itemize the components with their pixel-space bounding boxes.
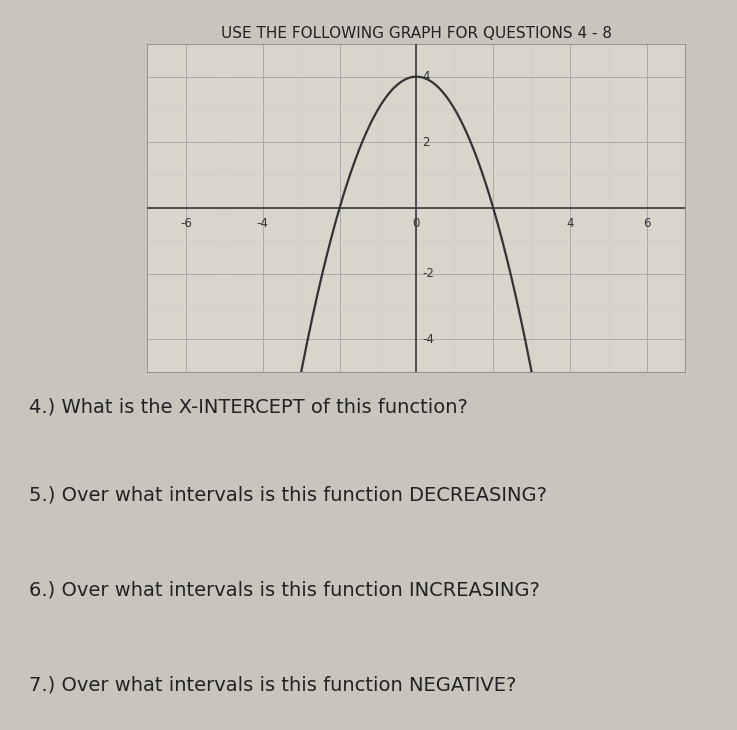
Text: 5.) Over what intervals is this function DECREASING?: 5.) Over what intervals is this function… bbox=[29, 485, 548, 504]
Text: 4.) What is the X-INTERCEPT of this function?: 4.) What is the X-INTERCEPT of this func… bbox=[29, 398, 468, 417]
Text: -4: -4 bbox=[256, 218, 268, 230]
Text: 2: 2 bbox=[422, 136, 430, 149]
Text: 4: 4 bbox=[566, 218, 574, 230]
Text: -6: -6 bbox=[180, 218, 192, 230]
Text: -4: -4 bbox=[422, 333, 434, 346]
Text: 6: 6 bbox=[643, 218, 651, 230]
Text: USE THE FOLLOWING GRAPH FOR QUESTIONS 4 - 8: USE THE FOLLOWING GRAPH FOR QUESTIONS 4 … bbox=[221, 26, 612, 41]
Text: -2: -2 bbox=[422, 267, 434, 280]
Text: 0: 0 bbox=[413, 218, 420, 230]
Text: 4: 4 bbox=[422, 70, 430, 83]
Text: 6.) Over what intervals is this function INCREASING?: 6.) Over what intervals is this function… bbox=[29, 580, 540, 599]
Text: 7.) Over what intervals is this function NEGATIVE?: 7.) Over what intervals is this function… bbox=[29, 675, 517, 694]
